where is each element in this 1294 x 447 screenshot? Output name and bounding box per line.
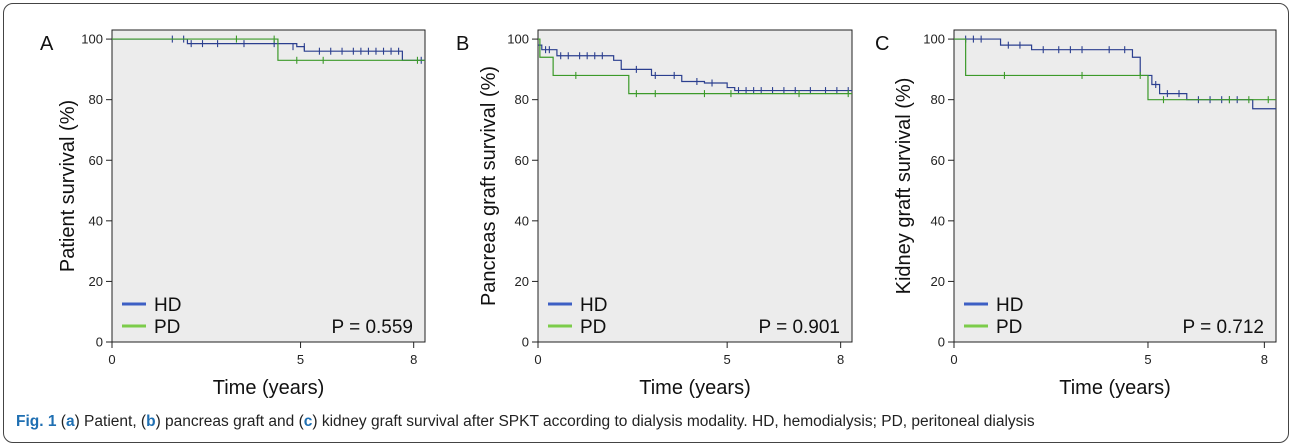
panel-label: C [875,33,889,55]
y-tick-label: 60 [515,153,529,168]
chart-panel-1: A 0 20 40 60 80 100 0 5 8 Time (years) Patient surv… [40,29,426,399]
x-axis-label: Time (years) [213,377,324,399]
x-tick-label: 8 [410,352,417,367]
x-axis-label: Time (years) [639,377,750,399]
caption-fig-label: Fig. 1 [16,413,57,430]
x-tick-label: 0 [108,352,115,367]
y-tick-label: 0 [96,335,103,350]
y-tick-label: 40 [931,213,945,228]
series-line-hd [112,38,425,61]
series-line-hd [538,44,852,92]
series-line-pd [538,38,852,95]
caption-text: (a) Patient, (b) pancreas graft and (c) … [60,413,1035,430]
series-line-pd [112,38,425,61]
y-tick-label: 100 [923,32,945,47]
x-axis-label: Time (years) [1059,377,1170,399]
figure-frame [3,3,1289,443]
legend-label: PD [154,317,180,338]
y-axis-label: Patient survival (%) [57,100,79,272]
series-line-pd [954,38,1276,101]
plot-area [111,29,426,343]
y-tick-label: 20 [89,274,103,289]
legend-label: PD [996,317,1022,338]
y-tick-label: 100 [81,32,103,47]
chart-panel-2: B 0 20 40 60 80 100 0 5 8 Time (years) Pancreas gra… [456,29,853,399]
y-axis-label: Pancreas graft survival (%) [478,66,500,306]
p-value: P = 0.559 [331,317,413,338]
y-tick-label: 100 [507,32,529,47]
x-tick-label: 5 [724,352,731,367]
panel-label: B [456,33,469,55]
x-tick-label: 8 [837,352,844,367]
y-tick-label: 80 [89,92,103,107]
y-tick-label: 20 [515,274,529,289]
legend-label: PD [580,317,606,338]
p-value: P = 0.901 [758,317,840,338]
y-tick-label: 0 [522,335,529,350]
y-tick-label: 0 [938,335,945,350]
y-tick-label: 20 [931,274,945,289]
x-tick-label: 0 [534,352,541,367]
x-tick-label: 0 [950,352,957,367]
figure-caption: Fig. 1 (a) Patient, (b) pancreas graft a… [16,413,1284,431]
y-tick-label: 40 [89,213,103,228]
x-tick-label: 8 [1261,352,1268,367]
legend-label: HD [996,295,1023,316]
x-tick-label: 5 [297,352,304,367]
y-tick-label: 60 [931,153,945,168]
y-tick-label: 40 [515,213,529,228]
y-tick-label: 80 [515,92,529,107]
p-value: P = 0.712 [1182,317,1264,338]
chart-panel-3: C 0 20 40 60 80 100 0 5 8 Time (years) Kidney graft… [875,29,1277,399]
y-axis-label: Kidney graft survival (%) [893,78,915,295]
legend-label: HD [580,295,607,316]
legend-label: HD [154,295,181,316]
y-tick-label: 80 [931,92,945,107]
y-tick-label: 60 [89,153,103,168]
plot-area [953,29,1277,343]
x-tick-label: 5 [1144,352,1151,367]
panel-label: A [40,33,54,55]
